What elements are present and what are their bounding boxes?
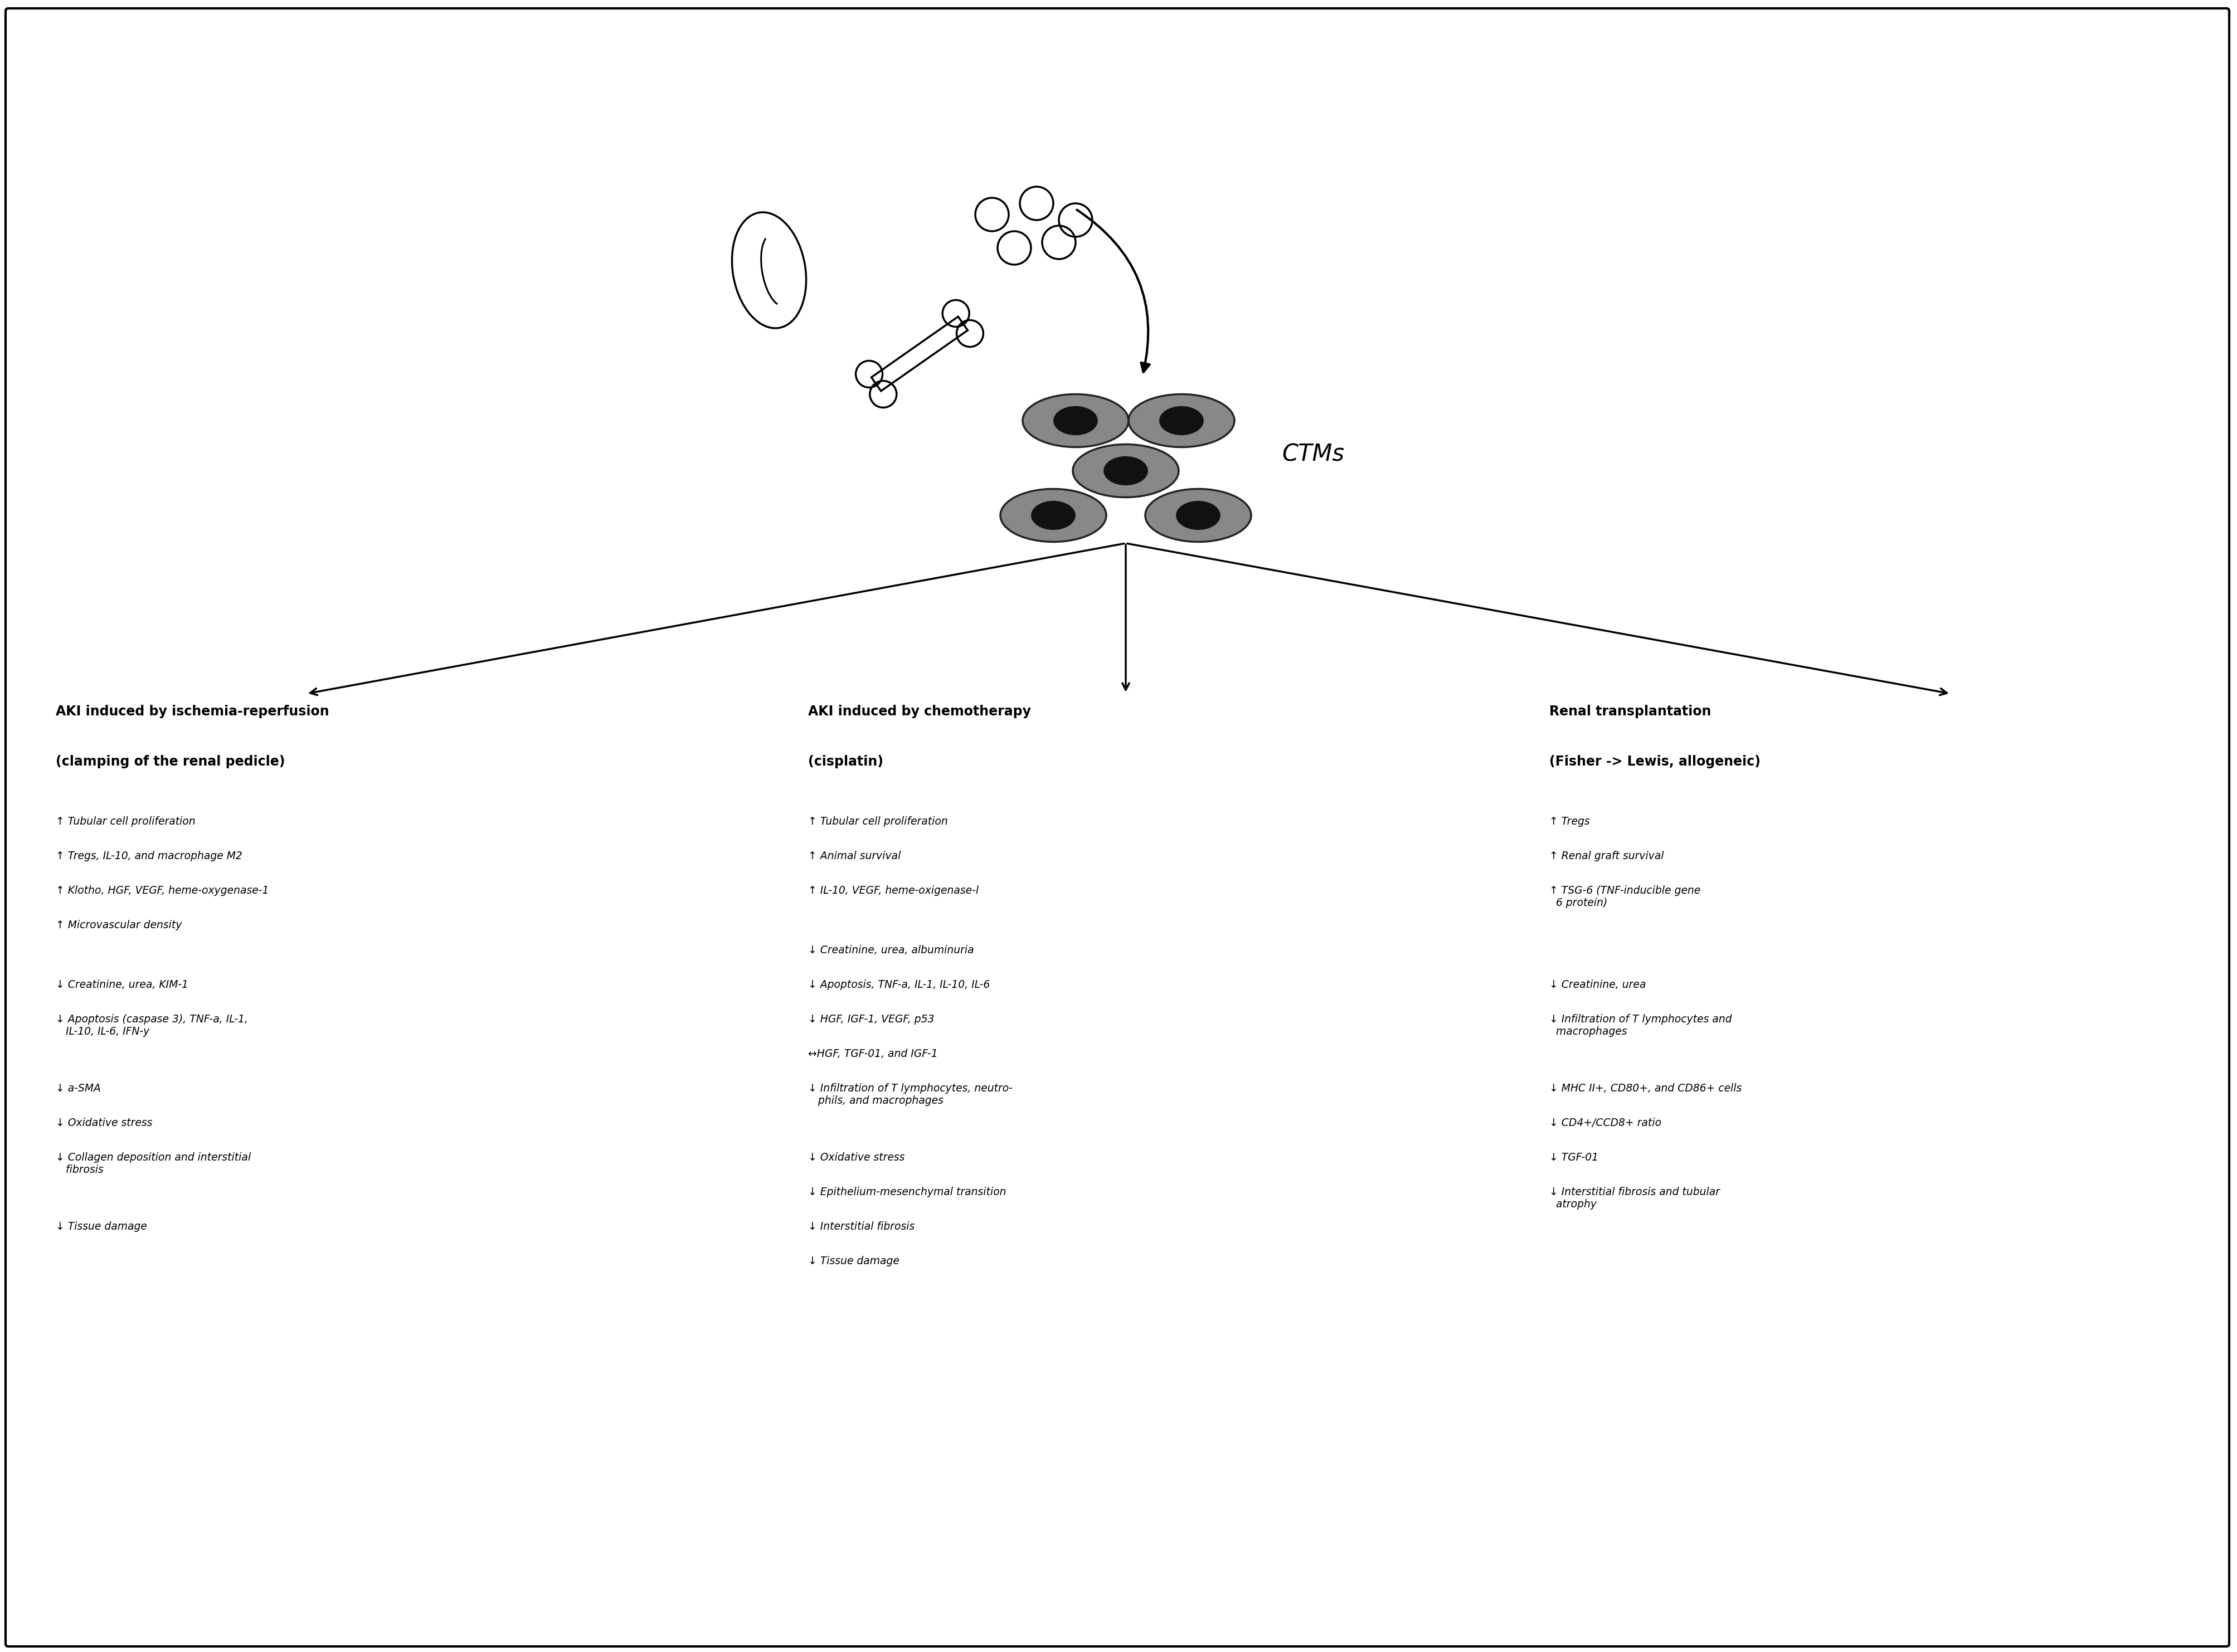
Text: ↑ Tubular cell proliferation: ↑ Tubular cell proliferation [808, 816, 948, 828]
Ellipse shape [1054, 406, 1098, 434]
Text: (cisplatin): (cisplatin) [808, 755, 884, 768]
Text: ↑ Klotho, HGF, VEGF, heme-oxygenase-1: ↑ Klotho, HGF, VEGF, heme-oxygenase-1 [56, 885, 268, 895]
Text: ↓ Interstitial fibrosis: ↓ Interstitial fibrosis [808, 1221, 915, 1232]
Text: ↓ Creatinine, urea: ↓ Creatinine, urea [1550, 980, 1646, 990]
Text: ↑ Tregs, IL-10, and macrophage M2: ↑ Tregs, IL-10, and macrophage M2 [56, 851, 242, 861]
Text: ↑ Microvascular density: ↑ Microvascular density [56, 920, 181, 930]
Text: ↓ Oxidative stress: ↓ Oxidative stress [808, 1151, 904, 1163]
Text: ↓ HGF, IGF-1, VEGF, p53: ↓ HGF, IGF-1, VEGF, p53 [808, 1014, 935, 1024]
Text: ↓ Infiltration of T lymphocytes and
  macrophages: ↓ Infiltration of T lymphocytes and macr… [1550, 1014, 1731, 1037]
Text: ↓ CD4+/CCD8+ ratio: ↓ CD4+/CCD8+ ratio [1550, 1118, 1662, 1128]
Text: AKI induced by chemotherapy: AKI induced by chemotherapy [808, 705, 1031, 719]
Text: ↑ Animal survival: ↑ Animal survival [808, 851, 902, 861]
Text: ↔HGF, TGF-01, and IGF-1: ↔HGF, TGF-01, and IGF-1 [808, 1049, 937, 1059]
Ellipse shape [1022, 395, 1127, 448]
Text: ↓ TGF-01: ↓ TGF-01 [1550, 1151, 1597, 1163]
Ellipse shape [1031, 501, 1076, 530]
Text: ↓ a-SMA: ↓ a-SMA [56, 1084, 101, 1094]
Text: ↓ Tissue damage: ↓ Tissue damage [56, 1221, 148, 1232]
Text: ↓ MHC II+, CD80+, and CD86+ cells: ↓ MHC II+, CD80+, and CD86+ cells [1550, 1084, 1743, 1094]
Text: CTMs: CTMs [1282, 443, 1344, 466]
Ellipse shape [1074, 444, 1179, 497]
Text: ↓ Creatinine, urea, albuminuria: ↓ Creatinine, urea, albuminuria [808, 945, 973, 955]
Ellipse shape [1159, 406, 1204, 434]
Text: ↑ Tubular cell proliferation: ↑ Tubular cell proliferation [56, 816, 195, 828]
Text: Renal transplantation: Renal transplantation [1550, 705, 1711, 719]
Text: ↓ Apoptosis, TNF-a, IL-1, IL-10, IL-6: ↓ Apoptosis, TNF-a, IL-1, IL-10, IL-6 [808, 980, 991, 990]
Ellipse shape [1103, 456, 1148, 486]
Text: ↓ Interstitial fibrosis and tubular
  atrophy: ↓ Interstitial fibrosis and tubular atro… [1550, 1186, 1720, 1209]
Text: ↑ Tregs: ↑ Tregs [1550, 816, 1591, 828]
Ellipse shape [1177, 501, 1221, 530]
Text: ↓ Infiltration of T lymphocytes, neutro-
   phils, and macrophages: ↓ Infiltration of T lymphocytes, neutro-… [808, 1084, 1013, 1105]
Ellipse shape [1145, 489, 1250, 542]
Text: ↓ Creatinine, urea, KIM-1: ↓ Creatinine, urea, KIM-1 [56, 980, 188, 990]
Text: AKI induced by ischemia-reperfusion: AKI induced by ischemia-reperfusion [56, 705, 329, 719]
Text: ↓ Collagen deposition and interstitial
   fibrosis: ↓ Collagen deposition and interstitial f… [56, 1151, 251, 1175]
Text: (Fisher -> Lewis, allogeneic): (Fisher -> Lewis, allogeneic) [1550, 755, 1761, 768]
Text: (clamping of the renal pedicle): (clamping of the renal pedicle) [56, 755, 284, 768]
Text: ↓ Epithelium-mesenchymal transition: ↓ Epithelium-mesenchymal transition [808, 1186, 1007, 1198]
Text: ↓ Tissue damage: ↓ Tissue damage [808, 1256, 899, 1267]
Text: ↓ Oxidative stress: ↓ Oxidative stress [56, 1118, 152, 1128]
Text: ↑ IL-10, VEGF, heme-oxigenase-l: ↑ IL-10, VEGF, heme-oxigenase-l [808, 885, 980, 895]
Ellipse shape [1127, 395, 1235, 448]
Text: ↑ TSG-6 (TNF-inducible gene
  6 protein): ↑ TSG-6 (TNF-inducible gene 6 protein) [1550, 885, 1700, 909]
Ellipse shape [1000, 489, 1107, 542]
FancyArrowPatch shape [1076, 210, 1150, 372]
Text: ↑ Renal graft survival: ↑ Renal graft survival [1550, 851, 1664, 861]
Text: ↓ Apoptosis (caspase 3), TNF-a, IL-1,
   IL-10, IL-6, IFN-y: ↓ Apoptosis (caspase 3), TNF-a, IL-1, IL… [56, 1014, 248, 1037]
